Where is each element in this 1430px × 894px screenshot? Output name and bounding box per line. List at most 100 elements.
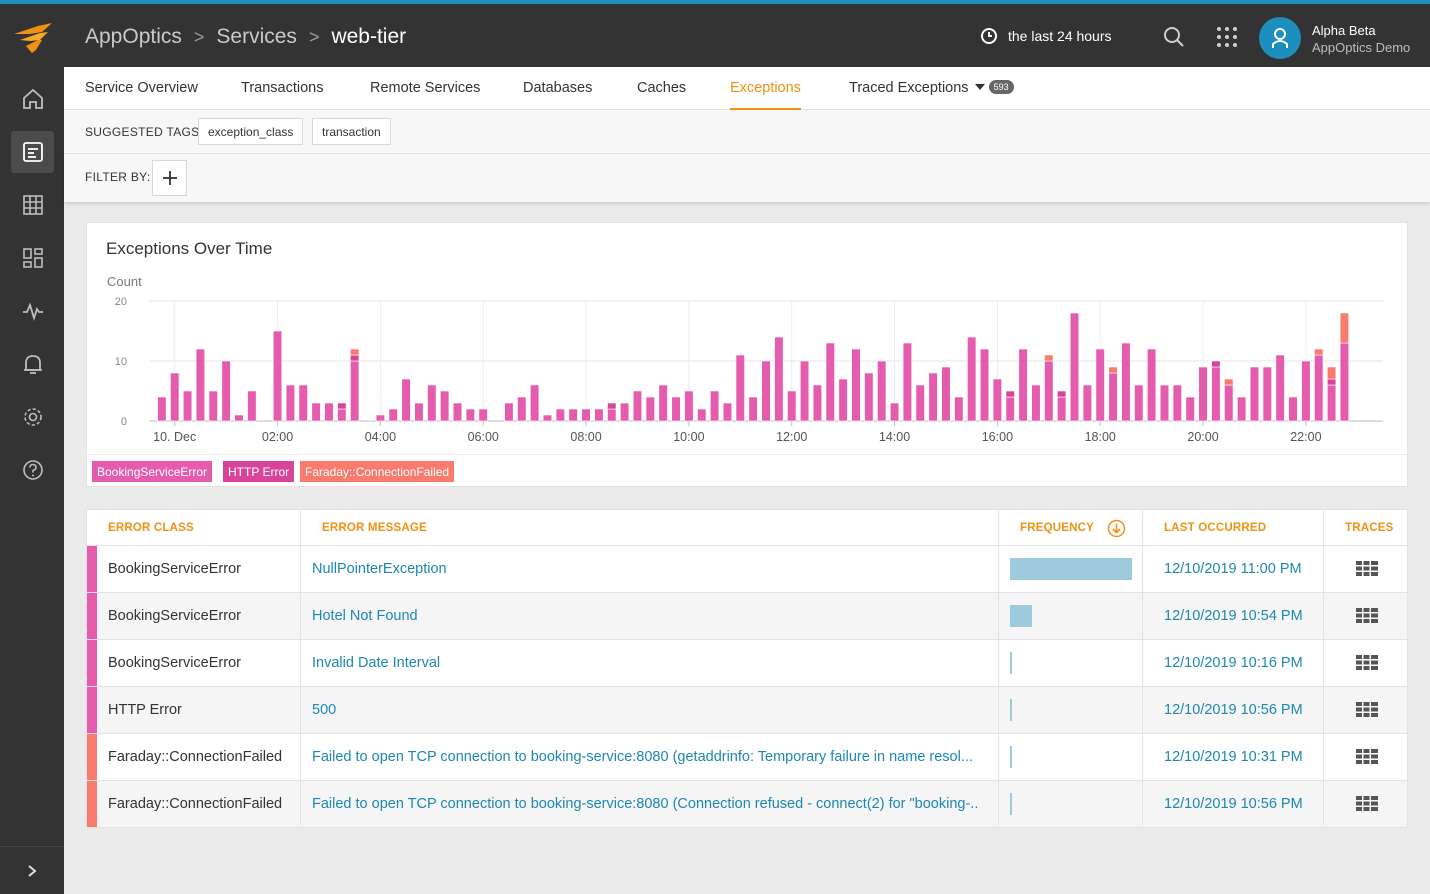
- bar-bookingserviceerror[interactable]: [967, 336, 977, 422]
- bar-bookingserviceerror[interactable]: [465, 408, 475, 422]
- bar-bookingserviceerror[interactable]: [607, 408, 617, 422]
- bar-bookingserviceerror[interactable]: [350, 360, 360, 422]
- bar-bookingserviceerror[interactable]: [504, 402, 514, 422]
- bar-bookingserviceerror[interactable]: [594, 408, 604, 422]
- tab-transactions[interactable]: Transactions: [241, 80, 324, 96]
- bar-bookingserviceerror[interactable]: [1339, 342, 1350, 422]
- error-message-link[interactable]: Invalid Date Interval: [312, 655, 441, 671]
- bar-bookingserviceerror[interactable]: [170, 372, 180, 422]
- bar-bookingserviceerror[interactable]: [1108, 372, 1118, 422]
- nav-pulse[interactable]: [11, 290, 54, 332]
- bar-bookingserviceerror[interactable]: [632, 390, 643, 422]
- bar-faraday-connectionfailed[interactable]: [1224, 378, 1234, 386]
- bar-bookingserviceerror[interactable]: [1288, 396, 1298, 422]
- error-message-link[interactable]: 500: [312, 702, 337, 718]
- bar-bookingserviceerror[interactable]: [234, 414, 244, 422]
- bar-bookingserviceerror[interactable]: [311, 402, 321, 422]
- bar-bookingserviceerror[interactable]: [555, 408, 565, 422]
- nav-alerts[interactable]: [11, 343, 54, 385]
- bar-bookingserviceerror[interactable]: [298, 384, 308, 422]
- bar-bookingserviceerror[interactable]: [735, 354, 745, 422]
- bar-faraday-connectionfailed[interactable]: [350, 348, 360, 356]
- sort-descending-icon[interactable]: [1107, 519, 1126, 538]
- bar-bookingserviceerror[interactable]: [799, 360, 810, 422]
- bar-bookingserviceerror[interactable]: [157, 396, 167, 422]
- bar-bookingserviceerror[interactable]: [1134, 384, 1144, 422]
- nav-services[interactable]: [11, 131, 54, 173]
- bar-bookingserviceerror[interactable]: [774, 336, 784, 422]
- bar-bookingserviceerror[interactable]: [1018, 348, 1028, 422]
- bar-bookingserviceerror[interactable]: [645, 396, 655, 422]
- bar-bookingserviceerror[interactable]: [337, 408, 347, 422]
- bar-bookingserviceerror[interactable]: [1121, 342, 1131, 422]
- avatar[interactable]: [1259, 17, 1301, 59]
- bar-http-error[interactable]: [1005, 390, 1015, 398]
- nav-grid[interactable]: [11, 184, 54, 226]
- bar-bookingserviceerror[interactable]: [658, 384, 668, 422]
- legend-faraday-connection-failed[interactable]: Faraday::ConnectionFailed: [300, 461, 455, 482]
- last-occurred-link[interactable]: 12/10/2019 10:56 PM: [1164, 702, 1303, 718]
- bar-bookingserviceerror[interactable]: [1275, 354, 1285, 422]
- last-occurred-link[interactable]: 12/10/2019 11:00 PM: [1164, 561, 1302, 577]
- traces-grid-icon[interactable]: [1356, 655, 1378, 671]
- tab-service-overview[interactable]: Service Overview: [85, 80, 198, 96]
- bar-bookingserviceerror[interactable]: [1211, 366, 1221, 422]
- bar-bookingserviceerror[interactable]: [1326, 384, 1337, 422]
- bar-bookingserviceerror[interactable]: [581, 408, 591, 422]
- last-occurred-link[interactable]: 12/10/2019 10:31 PM: [1164, 749, 1303, 765]
- bar-bookingserviceerror[interactable]: [542, 414, 553, 422]
- bar-bookingserviceerror[interactable]: [182, 390, 193, 422]
- nav-settings[interactable]: [11, 396, 54, 438]
- bar-bookingserviceerror[interactable]: [247, 390, 257, 422]
- bar-http-error[interactable]: [1057, 390, 1067, 398]
- exceptions-bar-chart[interactable]: 0 10 20 10. Dec 02:00 04:00 06:00 08:00 10:00 12:…: [87, 293, 1407, 453]
- breadcrumb-appoptics[interactable]: AppOptics: [85, 25, 182, 48]
- header-error-class[interactable]: ERROR CLASS: [108, 522, 194, 534]
- bar-bookingserviceerror[interactable]: [208, 390, 218, 422]
- traces-grid-icon[interactable]: [1356, 749, 1378, 765]
- bar-bookingserviceerror[interactable]: [285, 384, 295, 422]
- bar-bookingserviceerror[interactable]: [324, 402, 334, 422]
- bar-bookingserviceerror[interactable]: [825, 342, 835, 422]
- bar-bookingserviceerror[interactable]: [1198, 366, 1208, 422]
- traces-grid-icon[interactable]: [1356, 796, 1378, 812]
- bar-bookingserviceerror[interactable]: [1031, 384, 1041, 422]
- bar-bookingserviceerror[interactable]: [1314, 354, 1324, 422]
- bar-bookingserviceerror[interactable]: [928, 372, 938, 422]
- traces-grid-icon[interactable]: [1356, 561, 1378, 577]
- table-row[interactable]: BookingServiceError NullPointerException 1…: [87, 546, 1407, 593]
- bar-bookingserviceerror[interactable]: [375, 414, 385, 422]
- bar-bookingserviceerror[interactable]: [1069, 312, 1080, 422]
- bar-faraday-connectionfailed[interactable]: [1339, 312, 1350, 344]
- bar-bookingserviceerror[interactable]: [440, 390, 450, 422]
- bar-bookingserviceerror[interactable]: [414, 402, 424, 422]
- bar-http-error[interactable]: [607, 402, 617, 410]
- bar-faraday-connectionfailed[interactable]: [1044, 354, 1054, 362]
- table-row[interactable]: BookingServiceError Invalid Date Interval…: [87, 640, 1407, 687]
- bar-faraday-connectionfailed[interactable]: [1314, 348, 1324, 356]
- bar-bookingserviceerror[interactable]: [427, 384, 437, 422]
- last-occurred-link[interactable]: 12/10/2019 10:16 PM: [1164, 655, 1303, 671]
- tag-chip-transaction[interactable]: transaction: [312, 118, 391, 145]
- table-row[interactable]: BookingServiceError Hotel Not Found 12/10/…: [87, 593, 1407, 640]
- bar-bookingserviceerror[interactable]: [1249, 366, 1260, 422]
- error-message-link[interactable]: Failed to open TCP connection to booking…: [312, 796, 978, 812]
- user-menu[interactable]: Alpha Beta AppOptics Demo: [1312, 22, 1410, 56]
- nav-help[interactable]: [11, 449, 54, 491]
- bar-bookingserviceerror[interactable]: [722, 402, 733, 422]
- tag-chip-exception-class[interactable]: exception_class: [198, 118, 304, 145]
- bar-bookingserviceerror[interactable]: [992, 378, 1002, 422]
- bar-bookingserviceerror[interactable]: [401, 378, 411, 422]
- bar-bookingserviceerror[interactable]: [1172, 384, 1182, 422]
- bar-bookingserviceerror[interactable]: [1159, 384, 1170, 422]
- bar-bookingserviceerror[interactable]: [941, 366, 951, 422]
- error-message-link[interactable]: Hotel Not Found: [312, 608, 418, 624]
- tab-caches[interactable]: Caches: [637, 80, 687, 96]
- app-grid-icon[interactable]: [1216, 26, 1238, 48]
- header-error-message[interactable]: ERROR MESSAGE: [322, 522, 427, 534]
- bar-bookingserviceerror[interactable]: [1185, 396, 1195, 422]
- bar-bookingserviceerror[interactable]: [979, 348, 990, 422]
- bar-bookingserviceerror[interactable]: [1237, 396, 1247, 422]
- legend-booking-service-error[interactable]: BookingServiceError: [92, 461, 213, 482]
- bar-bookingserviceerror[interactable]: [478, 408, 488, 422]
